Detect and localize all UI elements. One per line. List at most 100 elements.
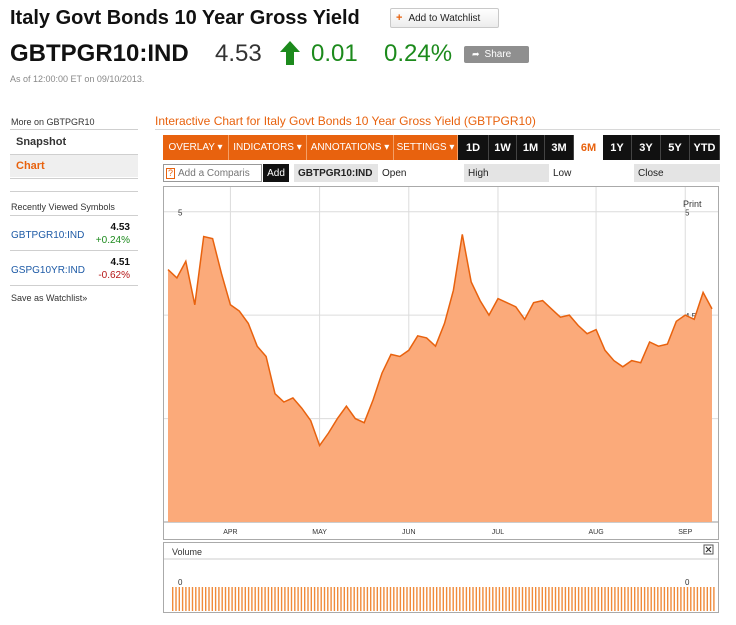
range-5y[interactable]: 5Y bbox=[661, 135, 690, 160]
volume-bar bbox=[495, 587, 497, 611]
volume-bar bbox=[581, 587, 583, 611]
volume-bar bbox=[393, 587, 395, 611]
x-tick-label: SEP bbox=[678, 529, 692, 536]
volume-bar bbox=[673, 587, 675, 611]
add-to-watchlist-button[interactable]: + Add to Watchlist bbox=[390, 8, 499, 28]
volume-bar bbox=[244, 587, 246, 611]
volume-chart: Volume 0 0 bbox=[163, 542, 719, 613]
volume-bar bbox=[637, 587, 639, 611]
volume-bar bbox=[594, 587, 596, 611]
share-button[interactable]: ➦ Share bbox=[464, 46, 529, 63]
volume-bar bbox=[452, 587, 454, 611]
volume-bar bbox=[624, 587, 626, 611]
volume-bar bbox=[693, 587, 695, 611]
annotations-menu[interactable]: ANNOTATIONS ▾ bbox=[307, 135, 394, 160]
volume-bar bbox=[502, 587, 504, 611]
volume-bar bbox=[399, 587, 402, 611]
volume-bar bbox=[307, 587, 309, 611]
indicators-menu[interactable]: INDICATORS ▾ bbox=[229, 135, 307, 160]
as-of-timestamp: As of 12:00:00 ET on 09/10/2013. bbox=[10, 74, 145, 84]
volume-bar bbox=[172, 587, 174, 611]
recent-change: +0.24% bbox=[95, 235, 130, 246]
volume-bar bbox=[317, 587, 319, 611]
volume-bar bbox=[251, 587, 253, 611]
volume-bar bbox=[383, 587, 385, 611]
volume-bar bbox=[690, 587, 692, 611]
divider bbox=[155, 129, 720, 130]
volume-bar bbox=[353, 587, 355, 611]
range-1m[interactable]: 1M bbox=[517, 135, 545, 160]
tab-chart[interactable]: Chart bbox=[10, 155, 138, 177]
volume-bar bbox=[238, 587, 240, 611]
volume-bar bbox=[660, 587, 662, 611]
help-icon[interactable]: ? bbox=[166, 167, 176, 179]
ohlc-high: High bbox=[464, 164, 549, 182]
range-1d[interactable]: 1D bbox=[458, 135, 489, 160]
range-1w[interactable]: 1W bbox=[489, 135, 517, 160]
range-3m[interactable]: 3M bbox=[545, 135, 574, 160]
volume-bar bbox=[568, 587, 570, 611]
volume-bar bbox=[620, 587, 623, 611]
volume-bar bbox=[333, 587, 336, 611]
x-tick-label: AUG bbox=[588, 529, 603, 536]
tab-snapshot[interactable]: Snapshot bbox=[10, 131, 138, 153]
volume-bar bbox=[601, 587, 603, 611]
divider bbox=[10, 215, 138, 216]
volume-bar bbox=[521, 587, 524, 611]
range-1y[interactable]: 1Y bbox=[603, 135, 632, 160]
ohlc-close: Close bbox=[634, 164, 720, 182]
page-title: Italy Govt Bonds 10 Year Gross Yield bbox=[10, 7, 360, 29]
volume-bar bbox=[350, 587, 352, 611]
recent-symbol-link[interactable]: GSPG10YR:IND bbox=[11, 265, 85, 276]
volume-bar bbox=[379, 587, 382, 611]
print-link[interactable]: Print bbox=[683, 199, 702, 209]
volume-bar bbox=[709, 587, 712, 611]
volume-bar bbox=[482, 587, 484, 611]
volume-bar bbox=[178, 587, 180, 611]
volume-bar bbox=[254, 587, 256, 611]
volume-bar bbox=[554, 587, 557, 611]
volume-bar bbox=[670, 587, 672, 611]
volume-bar bbox=[439, 587, 441, 611]
volume-bar bbox=[492, 587, 494, 611]
volume-bar bbox=[396, 587, 398, 611]
volume-bar bbox=[181, 587, 184, 611]
volume-bar bbox=[650, 587, 652, 611]
volume-bar bbox=[211, 587, 213, 611]
recent-symbol-link[interactable]: GBTPGR10:IND bbox=[11, 230, 85, 241]
ticker-symbol: GBTPGR10:IND bbox=[10, 40, 189, 67]
volume-bar bbox=[284, 587, 286, 611]
volume-bar bbox=[683, 587, 685, 611]
volume-bar bbox=[591, 587, 593, 611]
volume-bar bbox=[505, 587, 507, 611]
volume-bar bbox=[327, 587, 329, 611]
volume-bar bbox=[389, 587, 392, 611]
volume-bar bbox=[403, 587, 405, 611]
compare-input[interactable] bbox=[178, 167, 251, 179]
range-3y[interactable]: 3Y bbox=[632, 135, 661, 160]
range-ytd[interactable]: YTD bbox=[690, 135, 720, 160]
volume-bar bbox=[663, 587, 666, 611]
volume-bar bbox=[676, 587, 679, 611]
volume-bar bbox=[653, 587, 656, 611]
volume-bar bbox=[511, 587, 514, 611]
overlay-menu[interactable]: OVERLAY ▾ bbox=[163, 135, 229, 160]
volume-bar bbox=[261, 587, 263, 611]
settings-menu[interactable]: SETTINGS ▾ bbox=[394, 135, 458, 160]
volume-bar bbox=[422, 587, 425, 611]
volume-bar bbox=[290, 587, 293, 611]
volume-bar bbox=[416, 587, 418, 611]
volume-bar bbox=[713, 587, 715, 611]
volume-bar bbox=[313, 587, 316, 611]
volume-bar bbox=[205, 587, 207, 611]
add-compare-button[interactable]: Add bbox=[263, 164, 289, 182]
volume-bar bbox=[320, 587, 322, 611]
volume-tick-left: 0 bbox=[178, 578, 183, 587]
volume-bar bbox=[696, 587, 699, 611]
volume-bar bbox=[340, 587, 342, 611]
volume-bar bbox=[356, 587, 359, 611]
range-6m[interactable]: 6M bbox=[574, 135, 603, 160]
volume-bar bbox=[214, 587, 217, 611]
save-as-watchlist-link[interactable]: Save as Watchlist» bbox=[11, 293, 88, 303]
